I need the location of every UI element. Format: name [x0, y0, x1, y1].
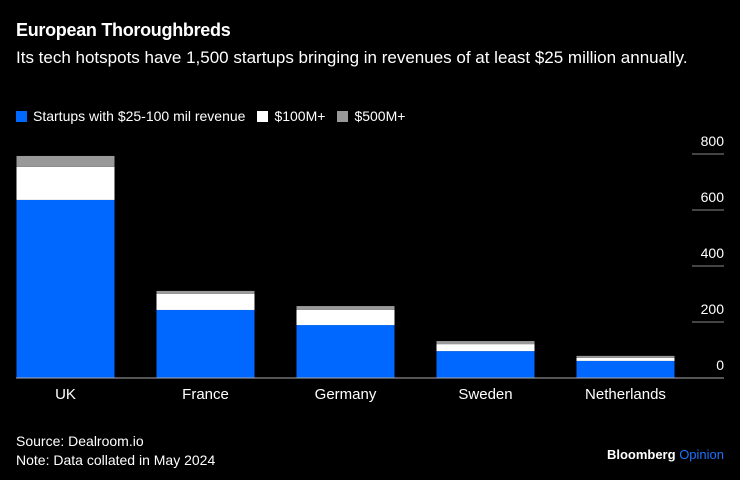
- legend-label: $500M+: [354, 108, 406, 124]
- y-tick-label: 400: [701, 245, 725, 261]
- bar-germany-series-0: [296, 325, 395, 378]
- bar-sweden-series-0: [436, 351, 535, 378]
- bar-germany-series-2: [296, 306, 395, 310]
- chart-title: European Thoroughbreds: [16, 20, 231, 40]
- bar-uk-series-1: [16, 166, 115, 200]
- y-tick-label: 0: [716, 357, 724, 373]
- legend-label: Startups with $25-100 mil revenue: [33, 108, 246, 124]
- bar-sweden-series-1: [436, 344, 535, 352]
- legend-item-500m: $500M+: [337, 108, 405, 124]
- bar-netherlands-series-2: [576, 355, 675, 358]
- source-text: Source: Dealroom.io: [16, 433, 144, 449]
- y-tick-label: 800: [701, 133, 725, 149]
- chart-subtitle: Its tech hotspots have 1,500 startups br…: [16, 48, 688, 67]
- legend-swatch-gray: [337, 110, 349, 122]
- source-note: Source: Dealroom.io Note: Data collated …: [16, 432, 215, 470]
- brand-logo: Bloomberg Opinion: [607, 447, 724, 462]
- x-tick-label: Netherlands: [585, 386, 666, 403]
- bar-uk-series-2: [16, 155, 115, 167]
- y-tick-label: 200: [701, 301, 725, 317]
- legend-swatch-blue: [16, 110, 27, 122]
- legend: Startups with $25-100 mil revenue $100M+…: [16, 108, 417, 124]
- legend-swatch-white: [257, 110, 269, 122]
- bar-france-series-0: [156, 309, 255, 378]
- x-tick-label: UK: [55, 386, 76, 403]
- y-tick-label: 600: [701, 189, 725, 205]
- bar-france-series-1: [156, 294, 255, 310]
- x-tick-label: Germany: [315, 386, 377, 403]
- bar-uk-series-0: [16, 199, 115, 378]
- legend-label: $100M+: [274, 108, 326, 124]
- legend-item-25-100: Startups with $25-100 mil revenue: [16, 108, 245, 124]
- bar-germany-series-1: [296, 309, 395, 326]
- bar-france-series-2: [156, 290, 255, 294]
- legend-item-100m: $100M+: [257, 108, 325, 124]
- note-text: Note: Data collated in May 2024: [16, 452, 216, 468]
- x-tick-label: Sweden: [458, 386, 512, 403]
- bar-netherlands-series-1: [576, 357, 675, 361]
- brand-suffix: Opinion: [679, 447, 724, 462]
- bar-netherlands-series-0: [576, 360, 675, 378]
- x-tick-label: France: [182, 386, 229, 403]
- brand-name: Bloomberg: [606, 447, 676, 462]
- bar-sweden-series-2: [436, 341, 535, 345]
